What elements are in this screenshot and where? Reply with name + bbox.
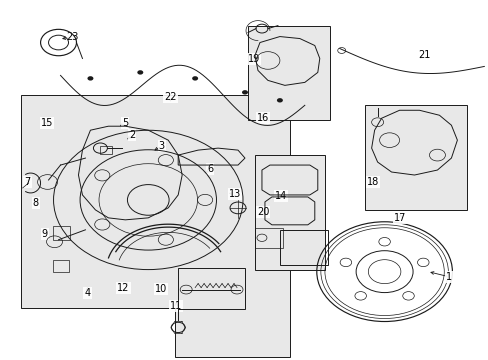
Text: 3: 3 xyxy=(158,141,164,151)
Bar xyxy=(178,268,244,310)
Text: 11: 11 xyxy=(170,301,182,311)
Text: 21: 21 xyxy=(417,50,429,60)
Bar xyxy=(364,105,467,210)
Text: 12: 12 xyxy=(117,283,129,293)
Text: 17: 17 xyxy=(393,213,406,222)
Text: 20: 20 xyxy=(256,207,269,217)
Bar xyxy=(52,260,68,272)
Text: 22: 22 xyxy=(164,92,176,102)
Bar xyxy=(52,226,70,240)
Circle shape xyxy=(137,70,143,75)
Circle shape xyxy=(276,98,283,103)
Text: 13: 13 xyxy=(228,189,241,199)
Circle shape xyxy=(242,90,247,95)
Text: 7: 7 xyxy=(24,177,31,187)
Text: 9: 9 xyxy=(41,229,47,239)
Text: 18: 18 xyxy=(366,177,378,187)
Text: 23: 23 xyxy=(66,32,79,41)
Bar xyxy=(254,155,324,270)
Circle shape xyxy=(192,76,198,81)
Bar xyxy=(279,230,327,265)
Text: 15: 15 xyxy=(41,118,53,128)
Text: 1: 1 xyxy=(446,272,451,282)
Text: 10: 10 xyxy=(154,284,166,294)
Polygon shape xyxy=(20,95,289,357)
Text: 19: 19 xyxy=(247,54,260,64)
Text: 16: 16 xyxy=(256,113,268,123)
Bar xyxy=(254,228,283,248)
Text: 6: 6 xyxy=(207,164,213,174)
Bar xyxy=(247,26,329,120)
Text: 14: 14 xyxy=(274,191,286,201)
Bar xyxy=(100,146,112,154)
Text: 8: 8 xyxy=(33,198,39,208)
Circle shape xyxy=(87,76,93,81)
Text: 4: 4 xyxy=(84,288,90,298)
Text: 5: 5 xyxy=(122,118,128,128)
Text: 2: 2 xyxy=(129,130,135,140)
